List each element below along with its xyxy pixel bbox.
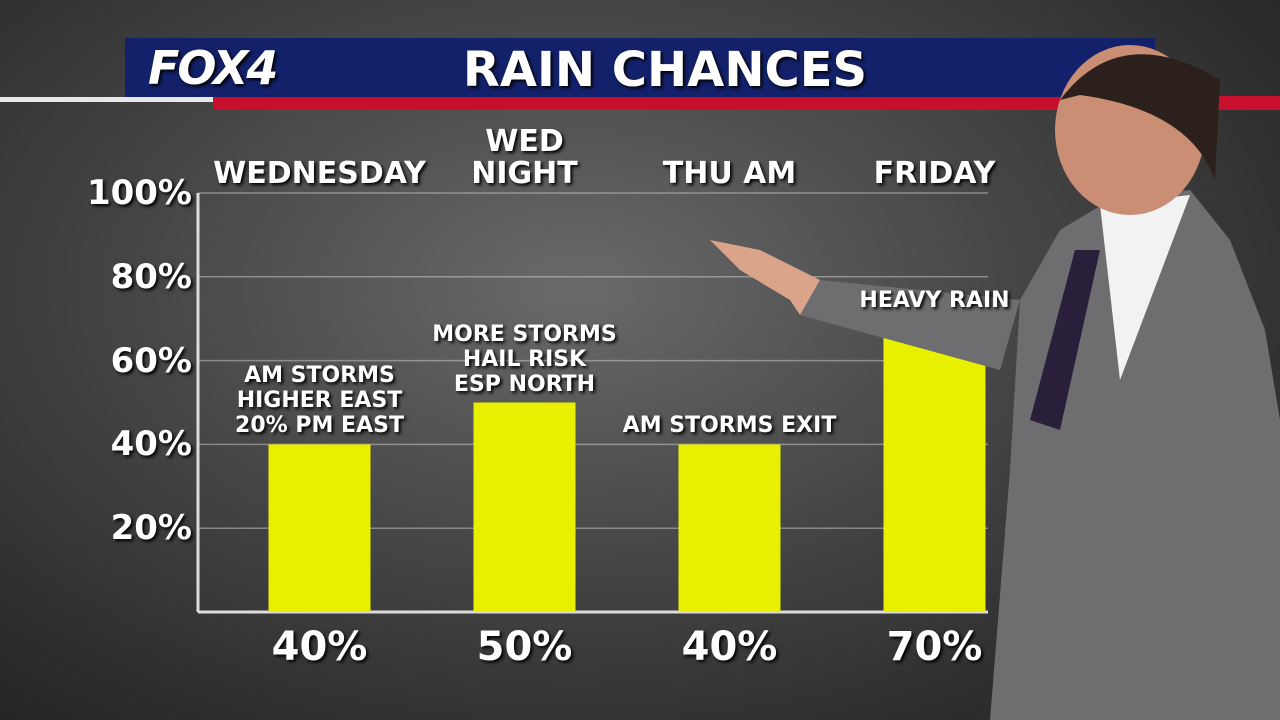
value-label: 50% (476, 624, 573, 670)
category-label: THU AM (662, 156, 797, 191)
header-stripe (213, 96, 1280, 110)
bar (678, 444, 781, 612)
bar (473, 402, 576, 612)
y-tick-label: 60% (110, 340, 192, 381)
bar-annotation: MORE STORMS (432, 321, 617, 347)
y-tick-label: 40% (110, 424, 192, 465)
plot-area (196, 192, 988, 614)
y-tick-label: 80% (110, 256, 192, 297)
bar-annotation: ESP NORTH (453, 371, 596, 397)
shirt (1100, 195, 1190, 380)
bar-annotation: HIGHER EAST (236, 388, 403, 414)
value-label: 70% (886, 624, 983, 670)
bar-annotation: HEAVY RAIN (859, 287, 1010, 313)
y-tick-label: 100% (86, 173, 192, 213)
hand (710, 240, 820, 315)
bar-annotation: AM STORMS EXIT (622, 413, 837, 439)
y-tick-label: 20% (110, 508, 192, 549)
value-label: 40% (271, 624, 368, 670)
header-banner (125, 38, 1155, 97)
category-label: WED NIGHT (471, 124, 578, 191)
hair (1060, 54, 1220, 180)
chart-title: RAIN CHANCES (462, 42, 868, 98)
header-line (0, 97, 213, 102)
tie (1030, 250, 1100, 430)
category-label: FRIDAY (873, 156, 996, 191)
bar-annotation: HAIL RISK (462, 346, 587, 372)
brand-logo: FOX4 (148, 41, 278, 95)
bar-annotation: AM STORMS (244, 363, 395, 389)
arm (800, 280, 1020, 370)
bar (883, 318, 986, 612)
value-label: 40% (681, 624, 778, 670)
category-label: WEDNESDAY (213, 156, 426, 191)
presenter (710, 45, 1280, 720)
bar-annotation: 20% PM EAST (235, 413, 404, 439)
bar (268, 444, 371, 612)
